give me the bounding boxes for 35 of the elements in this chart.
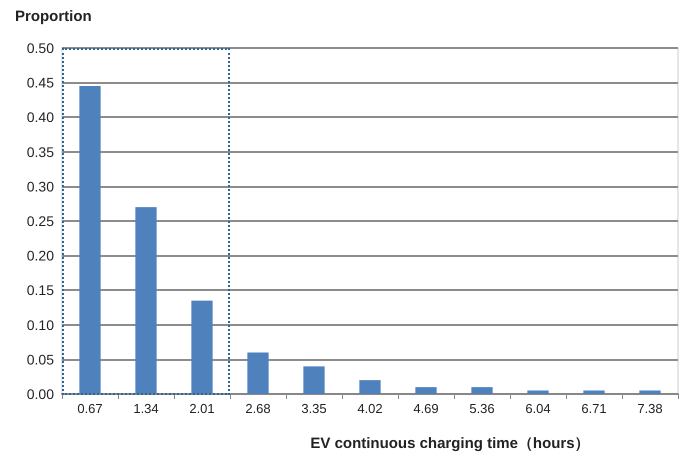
y-tick-label: 0.10 bbox=[26, 316, 54, 333]
bar bbox=[639, 390, 661, 394]
bar bbox=[135, 207, 157, 394]
y-tick-label: 0.45 bbox=[26, 74, 54, 91]
y-tick-label: 0.40 bbox=[26, 109, 54, 126]
bar bbox=[359, 380, 381, 394]
bar bbox=[527, 390, 549, 394]
x-tick-label: 4.69 bbox=[413, 401, 439, 416]
bar bbox=[247, 352, 269, 394]
y-tick-label: 0.20 bbox=[26, 248, 54, 264]
bar bbox=[79, 86, 101, 394]
x-tick-label: 4.02 bbox=[357, 401, 383, 416]
x-tick-label: 6.71 bbox=[581, 401, 607, 416]
x-tick-label: 7.38 bbox=[637, 401, 663, 416]
y-tick-label: 0.35 bbox=[26, 144, 54, 160]
y-tick-label: 0.25 bbox=[26, 213, 54, 229]
y-tick-label: 0.50 bbox=[26, 40, 54, 56]
bar bbox=[583, 390, 605, 394]
y-tick-label: 0.15 bbox=[26, 282, 54, 298]
y-axis-title: Proportion bbox=[15, 8, 92, 25]
x-tick-label: 5.36 bbox=[469, 401, 495, 416]
y-tick-label: 0.05 bbox=[26, 351, 54, 368]
x-tick-label: 6.04 bbox=[525, 401, 551, 416]
x-tick-label: 0.67 bbox=[77, 401, 103, 416]
x-tick-label: 1.34 bbox=[133, 401, 159, 416]
x-tick-label: 3.35 bbox=[301, 401, 327, 416]
x-tick-label: 2.01 bbox=[189, 401, 215, 416]
y-tick-label: 0.30 bbox=[26, 178, 54, 194]
bar bbox=[471, 387, 493, 394]
y-tick-label: 0.00 bbox=[26, 386, 54, 402]
bar bbox=[303, 366, 325, 394]
bar bbox=[415, 387, 437, 394]
x-axis-title: EV continuous charging time（hours） bbox=[310, 435, 590, 452]
bar bbox=[191, 300, 213, 394]
x-tick-label: 2.68 bbox=[245, 401, 271, 416]
